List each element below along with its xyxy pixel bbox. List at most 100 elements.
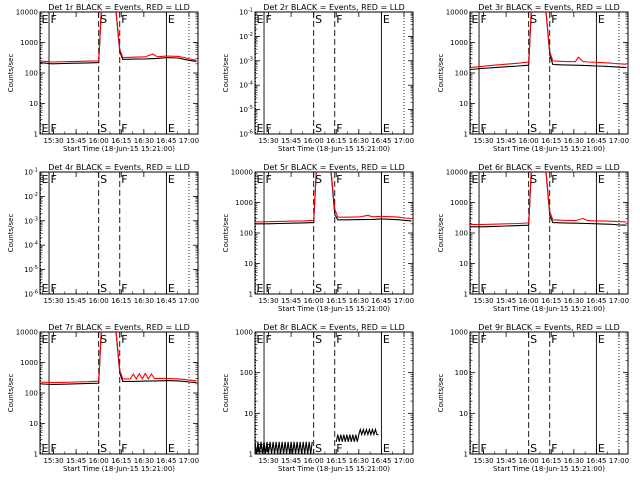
y-tick-label: 1000: [450, 329, 468, 337]
y-tick-label: 10-3: [24, 216, 38, 225]
x-axis-label: Start Time (18-Jun-15 15:21:00): [278, 145, 390, 153]
x-tick-label: 16:30: [134, 297, 154, 305]
x-tick-label: 16:45: [371, 457, 391, 465]
x-tick-label: 17:00: [179, 137, 199, 145]
segment-label-bottom: F: [336, 122, 342, 135]
segment-label-bottom: F: [481, 122, 487, 135]
chart-panel-9: Det 9r BLACK = Events, RED = LLD 1 10 100 10…: [437, 323, 629, 473]
y-tick-label: 10: [459, 410, 468, 418]
segment-label: S: [315, 13, 322, 26]
segment-label: E: [472, 13, 479, 26]
y-tick-label: 10: [29, 420, 38, 428]
y-tick-label: 100: [25, 390, 38, 398]
x-tick-label: 16:30: [134, 457, 154, 465]
x-tick-label: 16:00: [89, 297, 109, 305]
y-axis-label: Counts/sec: [437, 374, 445, 413]
y-tick-label: 10-1: [24, 168, 38, 177]
y-tick-label: 1: [34, 131, 38, 139]
chart-panel-3: Det 3r BLACK = Events, RED = LLD 1 10 100 10…: [437, 3, 629, 153]
segment-label: E: [598, 173, 605, 186]
segment-label: F: [551, 173, 557, 186]
segment-label-bottom: S: [100, 122, 107, 135]
chart-title: Det 2r BLACK = Events, RED = LLD: [263, 3, 405, 12]
segment-label: S: [315, 333, 322, 346]
segment-label-bottom: F: [51, 282, 57, 295]
y-tick-label: 10000: [231, 169, 253, 177]
plot-frame: [254, 331, 414, 455]
x-tick-label: 16:30: [134, 137, 154, 145]
segment-label: E: [168, 13, 175, 26]
y-tick-label: 10000: [16, 329, 38, 337]
x-axis-label: Start Time (18-Jun-15 15:21:00): [278, 305, 390, 313]
x-tick-label: 16:15: [541, 297, 561, 305]
x-tick-label: 16:30: [564, 297, 584, 305]
segment-label-bottom: S: [100, 282, 107, 295]
x-tick-label: 16:30: [349, 457, 369, 465]
x-axis-label: Start Time (18-Jun-15 15:21:00): [493, 145, 605, 153]
x-axis-label: Start Time (18-Jun-15 15:21:00): [63, 465, 175, 473]
segment-label-bottom: F: [481, 282, 487, 295]
x-tick-label: 16:45: [586, 137, 606, 145]
segment-label: E: [598, 13, 605, 26]
x-tick-label: 16:00: [519, 297, 539, 305]
segment-label: F: [551, 333, 557, 346]
segment-label: E: [257, 173, 264, 186]
chart-title: Det 6r BLACK = Events, RED = LLD: [478, 163, 620, 172]
segment-label: F: [551, 13, 557, 26]
y-tick-label: 10-6: [239, 130, 253, 139]
x-tick-label: 15:45: [496, 457, 516, 465]
chart-title: Det 8r BLACK = Events, RED = LLD: [263, 323, 405, 332]
chart-title: Det 1r BLACK = Events, RED = LLD: [48, 3, 190, 12]
segment-label: F: [121, 333, 127, 346]
y-tick-label: 10-2: [24, 192, 38, 201]
x-tick-label: 16:15: [111, 137, 131, 145]
y-tick-label: 10000: [16, 9, 38, 17]
x-tick-label: 16:45: [156, 457, 176, 465]
x-tick-label: 15:30: [258, 297, 278, 305]
segment-label: E: [42, 333, 49, 346]
segment-label-bottom: S: [530, 122, 537, 135]
chart-title: Det 5r BLACK = Events, RED = LLD: [263, 163, 405, 172]
y-tick-label: 10-1: [239, 8, 253, 17]
segment-label: S: [530, 13, 537, 26]
x-tick-label: 16:00: [304, 457, 324, 465]
series-line-red: [40, 12, 197, 63]
y-tick-label: 10-3: [239, 56, 253, 65]
x-tick-label: 15:30: [43, 137, 63, 145]
x-tick-label: 15:45: [66, 137, 86, 145]
segment-label-bottom: E: [257, 122, 264, 135]
y-tick-label: 1000: [235, 199, 253, 207]
x-tick-label: 15:45: [281, 297, 301, 305]
chart-panel-2: Det 2r BLACK = Events, RED = LLD 10-6 10-5…: [222, 3, 414, 153]
y-tick-label: 10: [29, 100, 38, 108]
y-tick-label: 10: [459, 260, 468, 268]
segment-label: F: [266, 13, 272, 26]
series-line-red: [255, 172, 412, 223]
segment-label-bottom: E: [598, 282, 605, 295]
chart-panel-1: Det 1r BLACK = Events, RED = LLD 1 10 100 10…: [7, 3, 199, 153]
plot-frame: [254, 11, 414, 135]
y-tick-label: 10-6: [24, 290, 38, 299]
segment-label: F: [481, 333, 487, 346]
x-tick-label: 16:45: [586, 297, 606, 305]
y-tick-label: 1: [249, 451, 253, 459]
segment-label-bottom: E: [257, 442, 264, 455]
segment-label-bottom: F: [551, 442, 557, 455]
chart-title: Det 9r BLACK = Events, RED = LLD: [478, 323, 620, 332]
y-tick-label: 1: [249, 291, 253, 299]
y-axis-label: Counts/sec: [7, 374, 15, 413]
series-line-black: [335, 427, 379, 442]
segment-label: E: [598, 333, 605, 346]
x-tick-label: 16:00: [519, 457, 539, 465]
series-line-black: [255, 441, 313, 454]
segment-label: F: [336, 13, 342, 26]
segment-label: S: [100, 173, 107, 186]
segment-label-bottom: F: [51, 442, 57, 455]
chart-panel-6: Det 6r BLACK = Events, RED = LLD 1 10 100 10…: [437, 163, 629, 313]
series-line-red: [40, 332, 197, 384]
segment-label: F: [481, 13, 487, 26]
segment-label: E: [257, 333, 264, 346]
segment-label-bottom: E: [168, 122, 175, 135]
x-axis-label: Start Time (18-Jun-15 15:21:00): [493, 305, 605, 313]
x-tick-label: 15:45: [281, 137, 301, 145]
